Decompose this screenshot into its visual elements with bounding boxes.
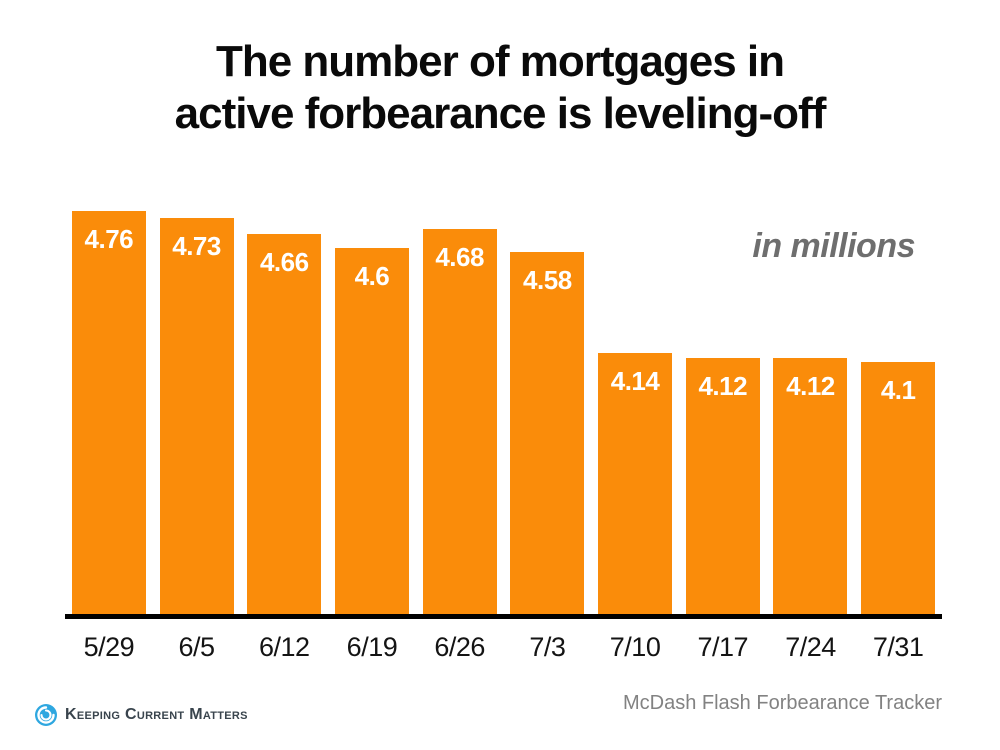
bar-column: 4.76 (65, 179, 153, 614)
bar: 4.1 (861, 362, 936, 614)
bar-value-label: 4.66 (259, 246, 309, 277)
bar-value-label: 4.1 (880, 375, 916, 406)
bar-value-label: 4.73 (172, 230, 221, 261)
x-tick-label: 6/26 (434, 632, 485, 662)
x-tick-label: 7/24 (785, 632, 836, 662)
bar-value-label: 4.6 (354, 260, 390, 291)
chart-title: The number of mortgages in active forbea… (0, 36, 1000, 140)
bar: 4.76 (71, 211, 146, 614)
bar-column: 4.73 (153, 179, 241, 614)
bar: 4.58 (510, 252, 585, 614)
x-tick-label: 7/10 (609, 632, 661, 662)
x-axis-line (65, 614, 942, 619)
bar-column: 4.1 (854, 179, 942, 614)
bar-column: 4.58 (504, 179, 592, 614)
bar: 4.12 (773, 357, 848, 614)
logo-wordmark: Keeping Current Matters (65, 706, 248, 723)
bar: 4.14 (598, 353, 673, 614)
bar-chart: 4.76 4.73 4.66 4.6 4.68 4.58 4.14 4.12 4.12 4.1 5… (65, 179, 942, 663)
x-tick-label: 7/31 (872, 632, 924, 662)
chart-title-line-1: The number of mortgages in (215, 37, 785, 86)
bar: 4.6 (334, 247, 409, 614)
x-tick-label: 5/29 (83, 632, 135, 662)
bar-column: 4.68 (416, 179, 504, 614)
bar-value-label: 4.76 (84, 224, 134, 255)
bar-value-label: 4.68 (435, 242, 484, 273)
bar: 4.73 (159, 217, 234, 614)
x-tick-label: 7/17 (697, 632, 749, 662)
bar: 4.66 (247, 233, 322, 614)
unit-note: in millions (752, 227, 915, 265)
bar-column: 4.12 (679, 179, 767, 614)
kcm-swirl-icon (35, 704, 57, 726)
source-note: McDash Flash Forbearance Tracker (622, 692, 942, 714)
bar-column: 4.12 (767, 179, 855, 614)
bar-column: 4.14 (591, 179, 679, 614)
keeping-current-matters-logo: Keeping Current Matters (34, 703, 248, 727)
bar: 4.12 (685, 357, 760, 614)
chart-title-line-2: active forbearance is leveling-off (174, 88, 827, 138)
bar-value-label: 4.58 (523, 265, 572, 296)
bar-value-label: 4.14 (610, 366, 660, 396)
x-axis-labels: 5/29 6/5 6/12 6/19 6/26 7/3 7/10 7/17 7/24 7/31 (65, 619, 942, 663)
bar-value-label: 4.12 (786, 370, 835, 401)
x-tick-label: 6/19 (346, 632, 398, 662)
x-tick-label: 6/5 (178, 632, 216, 662)
bar-column: 4.66 (240, 179, 328, 614)
bar: 4.68 (422, 229, 497, 614)
x-tick-label: 7/3 (529, 632, 566, 662)
x-tick-label: 6/12 (258, 632, 310, 662)
bar-value-label: 4.12 (698, 370, 748, 401)
bars-row: 4.76 4.73 4.66 4.6 4.68 4.58 4.14 4.12 4.12 4.1 (65, 179, 942, 614)
bar-column: 4.6 (328, 179, 416, 614)
